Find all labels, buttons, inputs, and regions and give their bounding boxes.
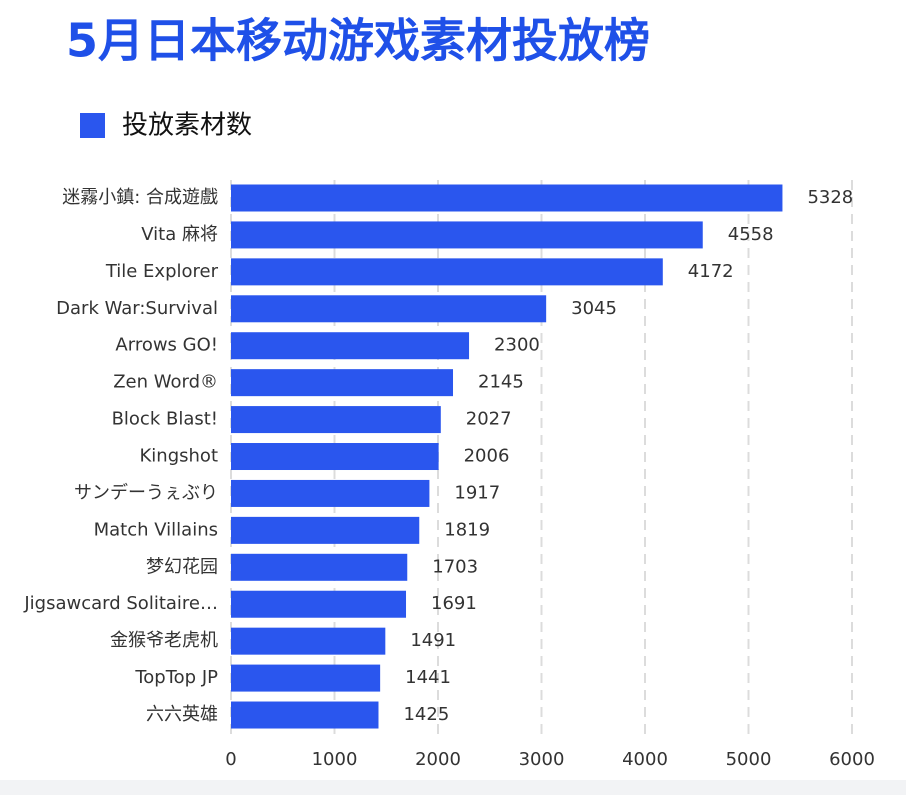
value-label: 1441: [405, 667, 451, 688]
y-tick-label: サンデーうぇぶり: [74, 482, 218, 503]
y-tick-label: 梦幻花园: [146, 556, 218, 577]
value-label: 4558: [728, 224, 774, 245]
y-tick-label: Kingshot: [140, 446, 219, 467]
value-label: 1491: [410, 630, 456, 651]
y-tick-label: Arrows GO!: [115, 335, 218, 356]
bar: [231, 627, 386, 655]
value-label: 1819: [444, 519, 490, 540]
value-label: 4172: [688, 261, 734, 282]
bar: [231, 443, 439, 471]
value-label: 2006: [464, 446, 510, 467]
x-tick-label: 4000: [622, 749, 668, 770]
bar: [231, 516, 420, 544]
y-tick-label: Block Blast!: [112, 409, 218, 430]
y-tick-label: 迷霧小鎮: 合成遊戲: [62, 187, 218, 208]
value-label: 5328: [807, 187, 853, 208]
bar: [231, 590, 407, 618]
bar: [231, 184, 783, 212]
x-tick-label: 0: [225, 749, 236, 770]
value-label: 1703: [432, 556, 478, 577]
x-tick-label: 5000: [726, 749, 772, 770]
bar: [231, 295, 547, 323]
x-tick-label: 2000: [415, 749, 461, 770]
value-label: 3045: [571, 298, 617, 319]
x-tick-label: 3000: [519, 749, 565, 770]
value-label: 2027: [466, 409, 512, 430]
y-tick-label: Jigsawcard Solitaire…: [23, 593, 218, 614]
bar: [231, 701, 379, 729]
bar: [231, 479, 430, 507]
y-tick-label: Vita 麻将: [141, 224, 218, 245]
value-label: 1425: [403, 704, 449, 725]
bar: [231, 553, 408, 581]
y-tick-label: TopTop JP: [134, 667, 218, 688]
y-tick-label: Match Villains: [94, 519, 218, 540]
chart-title: 5月日本移动游戏素材投放榜: [66, 14, 650, 68]
y-tick-label: Zen Word®: [113, 372, 218, 393]
value-label: 2300: [494, 335, 540, 356]
x-tick-label: 1000: [312, 749, 358, 770]
y-tick-label: 金猴爷老虎机: [110, 630, 218, 651]
bar: [231, 406, 441, 434]
bar: [231, 258, 663, 286]
footer-strip: [0, 780, 906, 795]
y-tick-label: 六六英雄: [146, 704, 218, 725]
legend-label: 投放素材数: [122, 111, 252, 141]
bar: [231, 332, 470, 360]
y-tick-label: Tile Explorer: [105, 261, 219, 282]
legend-swatch: [80, 113, 105, 138]
y-tick-label: Dark War:Survival: [56, 298, 218, 319]
bar: [231, 369, 454, 397]
value-label: 1691: [431, 593, 477, 614]
value-label: 1917: [454, 482, 500, 503]
bar: [231, 221, 703, 249]
x-tick-label: 6000: [829, 749, 875, 770]
bar: [231, 664, 381, 692]
value-label: 2145: [478, 372, 524, 393]
